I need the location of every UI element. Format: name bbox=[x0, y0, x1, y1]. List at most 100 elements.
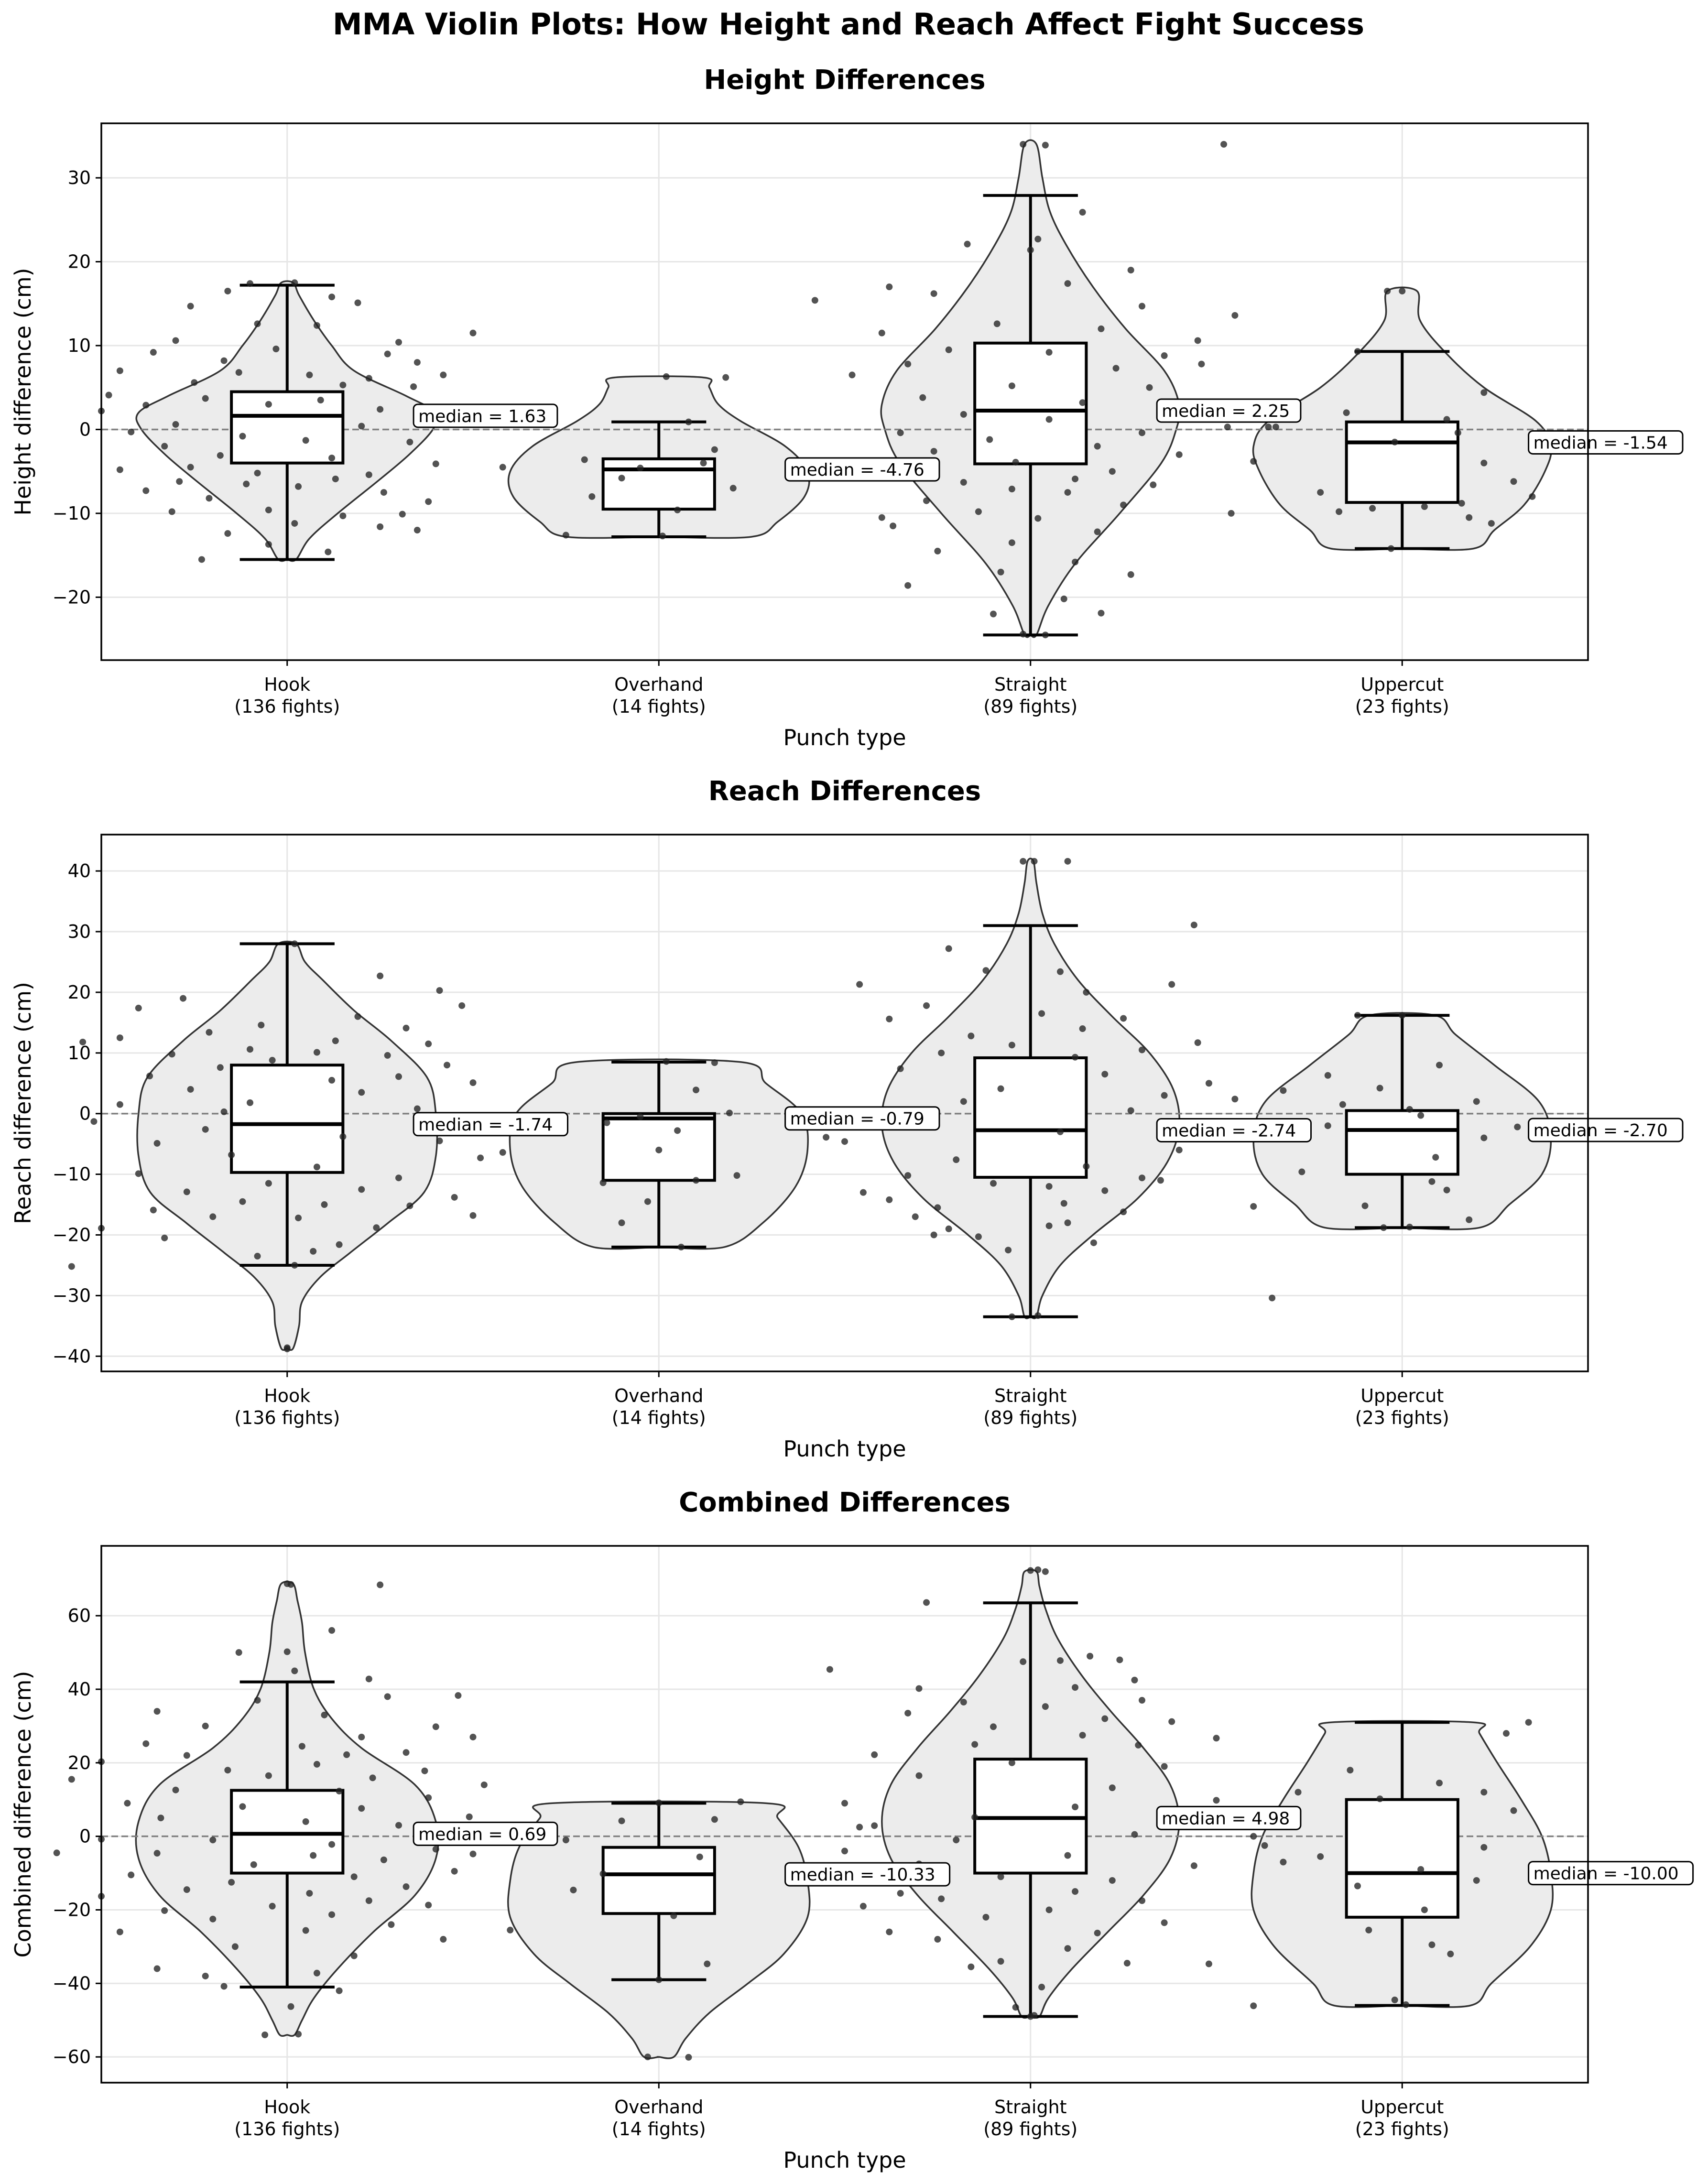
data-point bbox=[1008, 382, 1015, 390]
data-point bbox=[711, 1816, 718, 1823]
data-point bbox=[1034, 515, 1042, 522]
data-point bbox=[1317, 489, 1324, 496]
data-point bbox=[1139, 1174, 1145, 1182]
data-point bbox=[1045, 416, 1053, 423]
data-point bbox=[1361, 1202, 1369, 1209]
data-point bbox=[644, 2054, 651, 2061]
data-point bbox=[1514, 1123, 1521, 1130]
data-point bbox=[365, 375, 372, 382]
data-point bbox=[373, 1224, 380, 1231]
median-label-box bbox=[1156, 1118, 1312, 1142]
data-point bbox=[339, 1133, 347, 1140]
data-point bbox=[997, 1085, 1004, 1092]
data-point bbox=[997, 568, 1004, 576]
data-point bbox=[1380, 1224, 1387, 1231]
data-point bbox=[224, 1767, 231, 1774]
data-point bbox=[923, 1599, 930, 1606]
data-point bbox=[685, 2054, 692, 2061]
median-label: median = -10.00 bbox=[1534, 1864, 1679, 1884]
data-point bbox=[971, 1814, 979, 1821]
data-point bbox=[1146, 384, 1153, 391]
data-point bbox=[206, 495, 213, 502]
data-point bbox=[380, 489, 387, 496]
data-point bbox=[128, 1871, 135, 1879]
data-point bbox=[1205, 1080, 1212, 1087]
box-overhand bbox=[601, 1846, 716, 1915]
data-point bbox=[618, 1219, 625, 1227]
data-point bbox=[1480, 389, 1488, 396]
median-label-box bbox=[1156, 1805, 1302, 1830]
data-point bbox=[1213, 1735, 1220, 1742]
y-tick-label: −20 bbox=[53, 1224, 91, 1245]
data-point bbox=[395, 338, 402, 346]
x-tick-label: Overhand bbox=[614, 2097, 703, 2118]
data-point bbox=[328, 1911, 336, 1918]
data-point bbox=[1027, 246, 1034, 253]
data-point bbox=[1250, 1203, 1257, 1210]
data-point bbox=[975, 1233, 982, 1240]
data-point bbox=[1250, 1833, 1257, 1840]
data-point bbox=[1031, 858, 1038, 865]
data-point bbox=[369, 1774, 376, 1782]
data-point bbox=[960, 411, 967, 418]
data-point bbox=[685, 418, 692, 425]
data-point bbox=[1421, 503, 1428, 510]
data-point bbox=[332, 1037, 339, 1044]
data-point bbox=[440, 1936, 447, 1943]
data-point bbox=[655, 1146, 663, 1153]
data-point bbox=[1120, 1015, 1127, 1022]
y-axis-label: Height difference (cm) bbox=[10, 268, 36, 515]
data-point bbox=[302, 437, 309, 444]
data-point bbox=[228, 1151, 235, 1158]
data-point bbox=[402, 1749, 410, 1756]
data-point bbox=[432, 1723, 439, 1730]
data-point bbox=[1298, 1168, 1305, 1175]
data-point bbox=[321, 1711, 328, 1718]
data-point bbox=[507, 1926, 514, 1934]
data-point bbox=[960, 1098, 967, 1105]
data-point bbox=[302, 1818, 309, 1825]
x-tick-count-label: (14 fights) bbox=[612, 696, 706, 717]
y-tick-label: 0 bbox=[79, 419, 91, 440]
data-point bbox=[343, 1751, 350, 1758]
data-point bbox=[235, 369, 242, 376]
data-point bbox=[220, 357, 228, 364]
data-point bbox=[1034, 1566, 1042, 1573]
data-point bbox=[406, 1202, 413, 1209]
data-point bbox=[1510, 1807, 1517, 1814]
data-point bbox=[1391, 1996, 1398, 2003]
data-point bbox=[176, 478, 183, 485]
data-point bbox=[436, 987, 443, 994]
data-point bbox=[1064, 280, 1071, 287]
data-point bbox=[291, 279, 298, 286]
data-point bbox=[135, 1170, 142, 1177]
data-point bbox=[923, 497, 930, 504]
data-point bbox=[968, 1032, 975, 1040]
data-point bbox=[187, 303, 194, 310]
data-point bbox=[704, 1960, 711, 1967]
data-point bbox=[1168, 981, 1175, 988]
data-point bbox=[878, 514, 885, 521]
data-point bbox=[562, 532, 569, 539]
data-point bbox=[247, 1099, 253, 1106]
data-point bbox=[1034, 236, 1042, 243]
data-point bbox=[1020, 858, 1027, 865]
data-point bbox=[153, 1708, 161, 1715]
data-point bbox=[1101, 1187, 1109, 1194]
x-tick-count-label: (23 fights) bbox=[1355, 2119, 1449, 2140]
data-point bbox=[269, 1057, 276, 1064]
data-point bbox=[406, 438, 413, 445]
data-point bbox=[1365, 1926, 1372, 1934]
data-point bbox=[455, 1692, 462, 1699]
data-point bbox=[354, 299, 361, 306]
data-point bbox=[1529, 493, 1536, 500]
data-point bbox=[1432, 1154, 1439, 1161]
data-point bbox=[332, 475, 339, 482]
data-point bbox=[1466, 1216, 1473, 1223]
y-tick-label: −20 bbox=[53, 1899, 91, 1920]
data-point bbox=[480, 1781, 488, 1788]
data-point bbox=[172, 421, 179, 428]
data-point bbox=[310, 1248, 317, 1255]
box-uppercut bbox=[1345, 420, 1459, 504]
data-point bbox=[1428, 1941, 1436, 1948]
